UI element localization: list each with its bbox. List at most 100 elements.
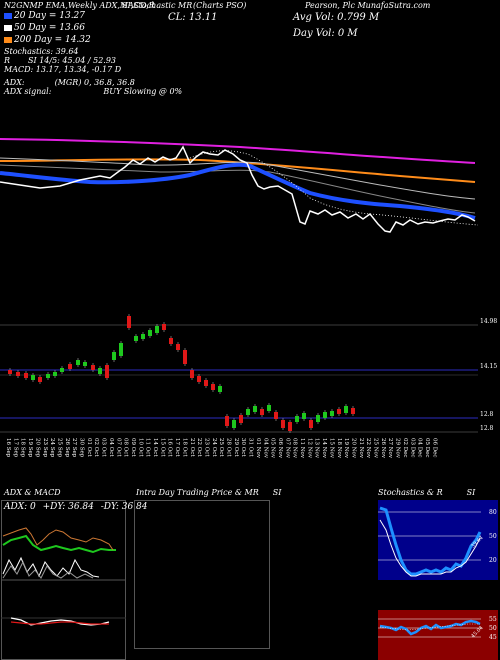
adx-panel-chart: [1, 527, 126, 626]
date-label: 17 Sep: [12, 438, 18, 458]
date-label: 01 Oct: [86, 438, 92, 457]
date-label: 07 Oct: [115, 438, 121, 457]
title-right: (Charts PSO): [193, 1, 247, 10]
date-label: 18 Sep: [20, 438, 26, 458]
macd-signal-line: [10, 621, 109, 625]
legend-ema200: 200 Day = 14.32: [4, 35, 91, 45]
date-label: 03 Dec: [409, 438, 415, 458]
date-label: 25 Oct: [218, 438, 224, 457]
candle-body: [330, 411, 334, 416]
candle-body: [31, 375, 35, 380]
date-label: 11 Nov: [299, 438, 305, 459]
legend-ema200-swatch: [4, 37, 12, 43]
candle-body: [281, 420, 285, 428]
stoch-level-label-50: 50: [489, 533, 497, 540]
date-label: 16 Oct: [167, 438, 173, 457]
date-label: 31 Oct: [248, 438, 254, 457]
date-label: 06 Dec: [431, 438, 437, 458]
date-label: 03 Oct: [101, 438, 107, 457]
intraday-panel: [134, 500, 270, 649]
candle-body: [112, 352, 116, 360]
date-label: 08 Nov: [292, 438, 298, 459]
candle-body: [239, 415, 243, 423]
date-label: 19 Sep: [27, 438, 33, 458]
rsi-level-label-50: 50: [489, 625, 497, 632]
date-label: 25 Sep: [56, 438, 62, 458]
candle-body: [127, 316, 131, 328]
date-label: 08 Oct: [123, 438, 129, 457]
candle-body: [246, 409, 250, 415]
candle-body: [344, 406, 348, 413]
candle-body: [46, 374, 50, 378]
price-axis-label-1: 14.98: [480, 318, 497, 325]
adx-signal: ADX signal: BUY Slowing @ 0%: [4, 87, 183, 96]
rsi-level-label-45: 45: [489, 634, 497, 641]
candle-body: [155, 326, 159, 333]
price-axis-label-3: 12.8: [480, 411, 494, 418]
candle-body: [83, 362, 87, 366]
date-label: 04 Oct: [108, 438, 114, 457]
adx-main-line-2: [2, 560, 94, 579]
stochastics-background: [378, 500, 498, 580]
date-label: 05 Dec: [424, 438, 430, 458]
date-label: 29 Nov: [395, 438, 401, 459]
date-label: 27 Sep: [71, 438, 77, 458]
candle-body: [323, 412, 327, 418]
adx-value-readout: ADX: 0 +DY: 36.84 -DY: 36.84: [4, 502, 148, 512]
date-label: 11 Oct: [145, 438, 151, 457]
title-mid: SI,Stochastic MR: [122, 1, 193, 10]
close-label: CL: 13.11: [168, 12, 218, 23]
candle-body: [295, 416, 299, 422]
date-label: 10 Oct: [137, 438, 143, 457]
rsi-signal-line: [379, 623, 480, 631]
legend-ema200-label: 200 Day = 14.32: [14, 35, 91, 45]
date-label: 26 Nov: [380, 438, 386, 459]
candle-body: [169, 338, 173, 344]
date-label: 20 Nov: [350, 438, 356, 459]
date-label: 07 Nov: [284, 438, 290, 459]
candle-body: [260, 409, 264, 415]
intraday-panel-title: Intra Day Trading Price & MR SI: [136, 488, 282, 497]
candle-body: [98, 368, 102, 374]
candle-body: [176, 344, 180, 350]
candle-body: [225, 416, 229, 426]
magenta-line: [0, 138, 476, 164]
price-axis-label-2: 14.15: [480, 363, 497, 370]
legend-ema20-swatch: [4, 13, 12, 19]
date-label: 16 Sep: [5, 438, 11, 458]
ema50-line: [0, 157, 476, 200]
date-label: 30 Oct: [240, 438, 246, 457]
candle-body: [91, 365, 95, 370]
date-label: 04 Dec: [417, 438, 423, 458]
date-label: 19 Nov: [343, 438, 349, 459]
dotted-trend-line: [189, 150, 479, 226]
candle-body: [16, 372, 20, 376]
candle-body: [105, 365, 109, 378]
candle-body: [274, 412, 278, 419]
stoch-rsi-chart: 80 50 20 39.64 55 50 45 45.04: [378, 500, 498, 660]
legend-ema50-label: 50 Day = 13.66: [14, 23, 86, 33]
candle-body: [190, 370, 194, 378]
date-label: 15 Oct: [159, 438, 165, 457]
candle-body: [183, 350, 187, 364]
day-volume: Day Vol: 0 M: [293, 28, 358, 39]
candle-body: [309, 420, 313, 428]
candle-body: [316, 415, 320, 422]
stochastics-readout: Stochastics: 39.64: [4, 47, 79, 56]
date-label: 24 Sep: [49, 438, 55, 458]
date-label: 02 Dec: [402, 438, 408, 458]
date-label: 21 Nov: [358, 438, 364, 459]
date-label: 05 Nov: [270, 438, 276, 459]
candle-body: [38, 377, 42, 382]
date-label: 27 Nov: [387, 438, 393, 459]
date-label: 21 Oct: [189, 438, 195, 457]
date-label: 23 Oct: [203, 438, 209, 457]
candle-body: [197, 376, 201, 382]
candle-body: [232, 420, 236, 428]
date-label: 22 Oct: [196, 438, 202, 457]
date-label: 22 Nov: [365, 438, 371, 459]
date-label: 14 Nov: [321, 438, 327, 459]
date-label: 01 Nov: [255, 438, 261, 459]
title-left: N2GNMP EMA,Weekly ADX,MACD,R: [4, 1, 155, 10]
candle-body: [119, 343, 123, 356]
